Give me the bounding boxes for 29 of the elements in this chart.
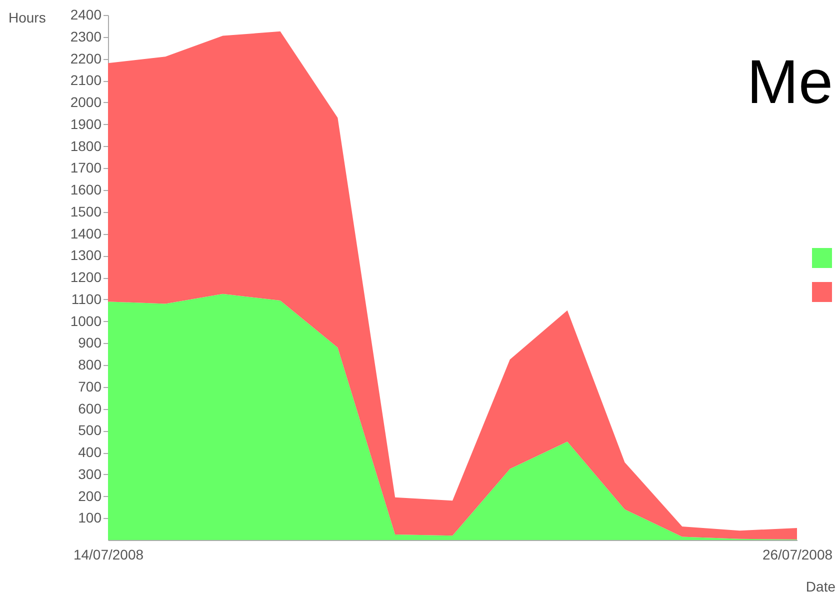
text: Me	[746, 48, 833, 117]
y-tick-label: 200	[78, 488, 102, 504]
y-tick-label: 500	[78, 422, 102, 438]
y-tick-label: 1200	[70, 269, 102, 285]
y-tick-label: 2200	[70, 50, 102, 66]
y-tick-label: 600	[78, 400, 102, 416]
y-tick-label: 400	[78, 444, 102, 460]
y-tick-label: 1700	[70, 160, 102, 176]
y-tick-label: 2000	[70, 94, 102, 110]
y-axis-title: Hours	[8, 10, 46, 26]
y-tick-label: 1300	[70, 247, 102, 264]
y-tick-label: 900	[78, 334, 102, 351]
y-tick-label: 800	[78, 356, 102, 372]
y-tick-label: 1800	[70, 138, 102, 154]
y-tick-label: 100	[78, 510, 102, 526]
x-axis-title: Date	[806, 578, 836, 594]
x-tick-label: 26/07/2008	[762, 546, 833, 562]
y-tick-label: 2100	[70, 72, 102, 88]
y-tick-label: 1100	[71, 290, 102, 307]
y-tick-label: 1900	[70, 116, 102, 132]
y-tick-label: 1600	[70, 182, 102, 198]
x-tick-label: 14/07/2008	[73, 546, 144, 562]
y-tick-label: 700	[78, 378, 102, 394]
y-tick-label: 1400	[70, 225, 102, 242]
y-tick-label: 2300	[70, 28, 102, 44]
y-tick-label: 1500	[70, 203, 102, 220]
y-tick-label: 1000	[70, 312, 102, 329]
y-tick-label: 300	[78, 466, 102, 482]
y-tick-label: 2400	[70, 6, 102, 22]
